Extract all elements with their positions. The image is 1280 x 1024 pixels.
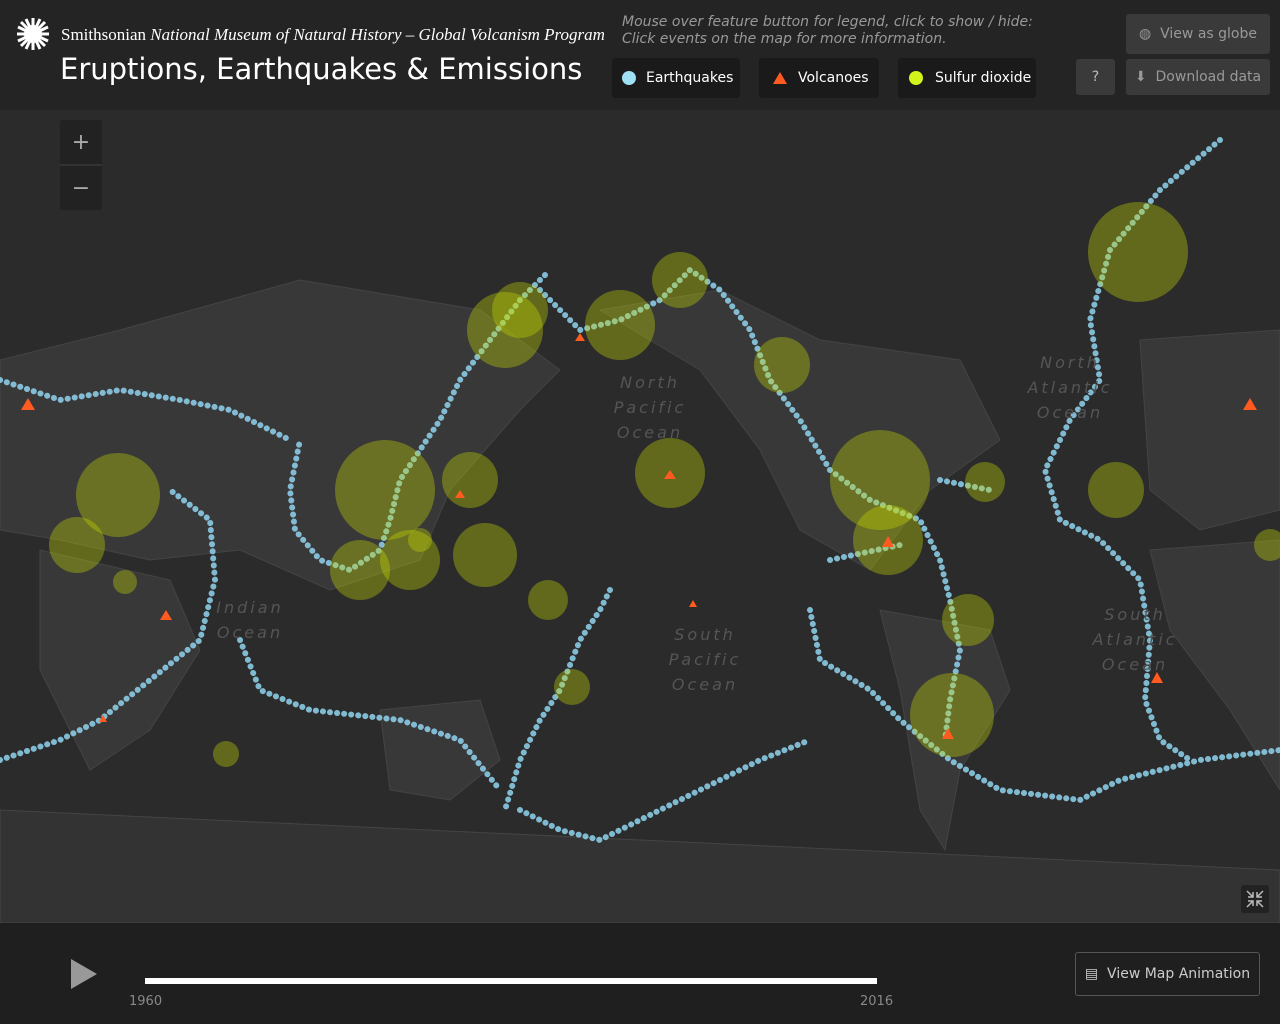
logo-text: Smithsonian	[61, 25, 147, 44]
help-button[interactable]: ?	[1076, 59, 1115, 95]
so2-icon	[909, 71, 923, 85]
logo-sun	[17, 18, 49, 50]
timeline-start: 1960	[129, 994, 163, 1009]
play-button[interactable]	[70, 958, 98, 990]
ocean-label: Atlantic	[1026, 378, 1112, 397]
hint-line: Click events on the map for more informa…	[622, 31, 947, 47]
logo-line: Smithsonian National Museum of Natural H…	[61, 25, 605, 45]
download-button[interactable]: ⬇ Download data	[1126, 59, 1270, 95]
label: Earthquakes	[646, 70, 734, 86]
sulfur-dioxide-button[interactable]: Sulfur dioxide	[898, 58, 1036, 98]
zoom-in[interactable]: +	[72, 130, 90, 155]
zoom-out[interactable]: −	[72, 176, 90, 201]
ocean-label: Ocean	[1102, 655, 1168, 674]
label: Sulfur dioxide	[935, 70, 1032, 86]
ocean-label: Ocean	[217, 623, 283, 642]
header: Smithsonian National Museum of Natural H…	[0, 0, 1280, 110]
map[interactable]: North Pacific Ocean North Atlantic Ocean South…	[0, 110, 1280, 923]
zoom-control[interactable]: + −	[60, 120, 102, 210]
earthquake-icon	[622, 71, 636, 85]
ocean-label: North	[620, 373, 680, 392]
volcanoes-button[interactable]: Volcanoes	[759, 58, 879, 98]
ocean-label: South	[674, 625, 736, 644]
earthquake-belts	[0, 137, 1280, 844]
timeline: 1960 2016 ▤ View Map Animation	[0, 923, 1280, 1024]
timeline-end: 2016	[860, 994, 894, 1009]
map-animation-button[interactable]: ▤ View Map Animation	[1075, 952, 1260, 996]
label: View Map Animation	[1107, 966, 1251, 982]
ocean-label: Pacific	[614, 398, 687, 417]
view-globe-button[interactable]: ◍ View as globe	[1126, 14, 1270, 54]
label: View as globe	[1160, 26, 1257, 42]
ocean-label: Ocean	[1037, 403, 1103, 422]
title: Eruptions, Earthquakes & Emissions	[60, 52, 583, 86]
ocean-labels: North Pacific Ocean North Atlantic Ocean South…	[216, 353, 1177, 694]
ocean-label: Atlantic	[1091, 630, 1177, 649]
hint: Mouse over feature button for legend, cl…	[622, 14, 1033, 48]
ocean-label: Indian	[216, 598, 283, 617]
ocean-label: South	[1104, 605, 1166, 624]
label: Download data	[1155, 69, 1262, 85]
volcanoes	[21, 333, 1257, 739]
label: Volcanoes	[798, 70, 869, 86]
timeline-bar[interactable]	[145, 978, 877, 984]
hint-line: Mouse over feature button for legend, cl…	[622, 14, 1033, 30]
subtitle: National Museum of Natural History – Glo…	[150, 25, 605, 44]
ocean-label: Pacific	[669, 650, 742, 669]
ocean-label: Ocean	[672, 675, 738, 694]
fullscreen-toggle[interactable]	[1241, 885, 1269, 913]
volcano-icon	[773, 72, 787, 84]
so2-plumes	[49, 202, 1280, 767]
ocean-label: Ocean	[617, 423, 683, 442]
ocean-label: North	[1040, 353, 1100, 372]
earthquakes-button[interactable]: Earthquakes	[612, 58, 740, 98]
